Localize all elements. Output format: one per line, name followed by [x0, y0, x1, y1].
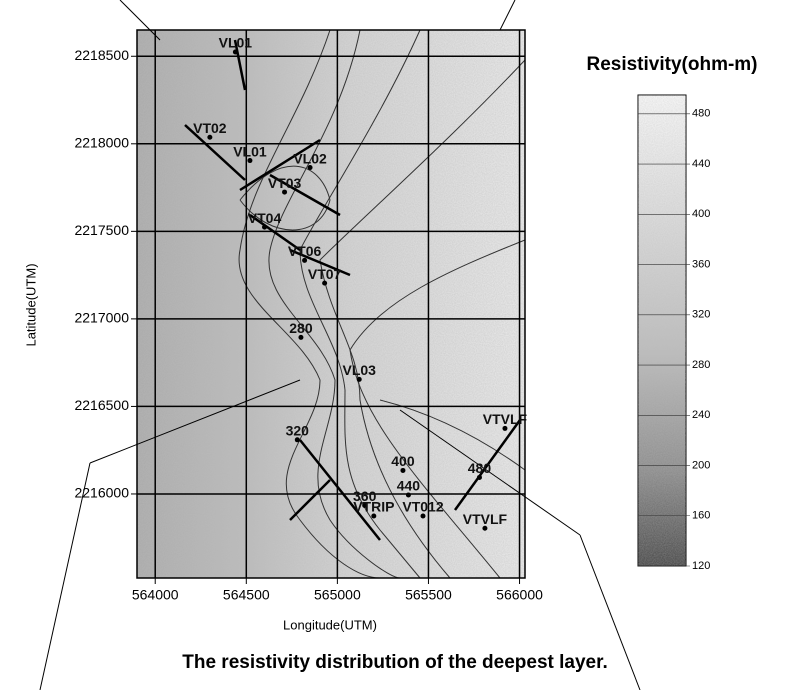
profile-line [184, 124, 246, 181]
station [322, 280, 328, 286]
contour-line [379, 399, 526, 471]
colorbar-tick-label: 160 [692, 510, 710, 522]
contour-line [238, 29, 381, 579]
x-tick-label: 564000 [132, 587, 179, 603]
leader-line [39, 462, 91, 690]
station [362, 502, 368, 508]
annotation: 360 [353, 488, 377, 504]
annotation: 440 [397, 478, 421, 494]
station [262, 224, 268, 230]
annotation: 320 [286, 423, 310, 439]
profile-line [239, 138, 321, 192]
colorbar-tick-label: 120 [692, 560, 710, 572]
plot-frame [136, 29, 526, 579]
y-tick-label: 2216500 [74, 397, 129, 413]
colorbar-tick-label: 440 [692, 158, 710, 170]
leader-line [499, 0, 516, 31]
profile-line [249, 213, 301, 252]
contour-line [299, 29, 421, 579]
x-tick-label: 565000 [314, 587, 361, 603]
annotation: VT03 [268, 175, 302, 191]
colorbar-tick-label: 360 [692, 258, 710, 270]
annotation: VL01 [219, 35, 253, 51]
y-tick-label: 2216000 [74, 485, 129, 501]
colorbar-tick-label: 280 [692, 359, 710, 371]
x-axis-label: Longitude(UTM) [283, 617, 377, 632]
annotation: VT07 [308, 266, 342, 282]
station [476, 474, 482, 480]
station [298, 334, 304, 340]
station [307, 165, 313, 171]
colorbar-tick-label: 320 [692, 309, 710, 321]
profile-line [453, 419, 522, 511]
colorbar-tick-label: 480 [692, 108, 710, 120]
annotation: 280 [289, 320, 313, 336]
colorbar-tick-label: 400 [692, 208, 710, 220]
station [420, 513, 426, 519]
y-axis-label: Latitude(UTM) [23, 263, 38, 346]
x-tick-label: 566000 [496, 587, 543, 603]
station [371, 513, 377, 519]
profile-line [289, 248, 351, 277]
colorbar-tick-label: 240 [692, 409, 710, 421]
annotation: VL03 [343, 362, 377, 378]
annotation: VTVLF [483, 411, 528, 427]
x-tick-label: 564500 [223, 587, 270, 603]
y-tick-label: 2218500 [74, 47, 129, 63]
station [400, 467, 406, 473]
x-tick-label: 565500 [405, 587, 452, 603]
profile-line [289, 479, 331, 521]
station [482, 525, 488, 531]
leader-line [119, 0, 161, 41]
leader-line [89, 379, 301, 464]
profile-line [299, 439, 381, 541]
station [502, 425, 508, 431]
annotation: VT02 [193, 120, 227, 136]
annotation: 480 [468, 460, 492, 476]
contour-line [268, 29, 401, 579]
colorbar-label: Resistivity(ohm-m) [586, 54, 757, 75]
profile-line [233, 39, 247, 91]
station [302, 257, 308, 263]
colorbar-tick-label: 200 [692, 459, 710, 471]
y-tick-label: 2217500 [74, 222, 129, 238]
leader-line [579, 534, 641, 690]
annotation: 400 [391, 453, 415, 469]
caption: The resistivity distribution of the deep… [182, 652, 608, 673]
profile-line [269, 173, 341, 217]
annotation: VL01 [233, 143, 267, 159]
station [207, 134, 213, 140]
annotation: VTRIP [353, 499, 394, 515]
annotation: VT012 [402, 499, 443, 515]
annotation: VL02 [293, 150, 327, 166]
y-tick-label: 2218000 [74, 135, 129, 151]
station [405, 492, 411, 498]
contour-line [239, 165, 331, 231]
station [294, 437, 300, 443]
contour-line [349, 239, 526, 579]
plot-area [137, 29, 526, 579]
colorbar-texture [638, 95, 686, 566]
y-tick-label: 2217000 [74, 310, 129, 326]
annotation: VTVLF [463, 511, 508, 527]
station [232, 49, 238, 55]
station [356, 376, 362, 382]
leader-line [399, 409, 581, 536]
station [282, 189, 288, 195]
annotation: VT06 [288, 243, 322, 259]
texture [137, 30, 525, 578]
station [247, 158, 253, 164]
contour-line [319, 59, 526, 579]
annotation: VT04 [248, 210, 282, 226]
